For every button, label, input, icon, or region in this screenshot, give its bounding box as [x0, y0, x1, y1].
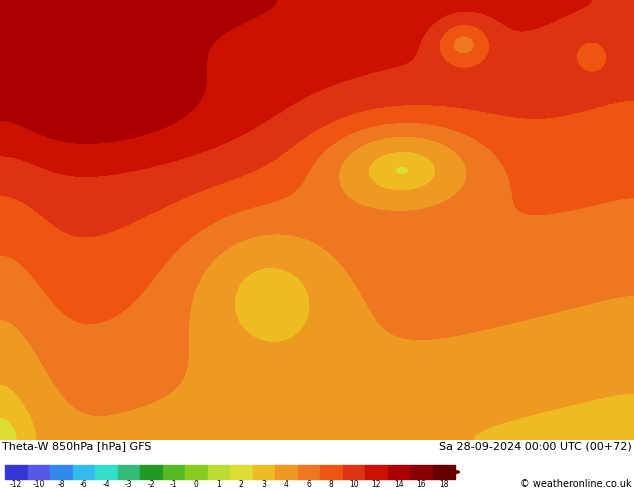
Bar: [185, 465, 207, 479]
Text: 4: 4: [284, 480, 288, 489]
Text: 12: 12: [372, 480, 381, 489]
Bar: [387, 465, 410, 479]
Text: -12: -12: [10, 480, 22, 489]
Bar: [297, 465, 320, 479]
Bar: [320, 465, 342, 479]
Text: 3: 3: [261, 480, 266, 489]
Bar: [275, 465, 297, 479]
Text: 1: 1: [216, 480, 221, 489]
Text: 16: 16: [417, 480, 426, 489]
Text: -4: -4: [103, 480, 110, 489]
Bar: [207, 465, 230, 479]
Bar: [162, 465, 185, 479]
Text: 2: 2: [239, 480, 243, 489]
Text: 10: 10: [349, 480, 359, 489]
Bar: [117, 465, 140, 479]
Text: 0: 0: [194, 480, 198, 489]
Text: 18: 18: [439, 480, 448, 489]
Text: 8: 8: [329, 480, 333, 489]
Text: -1: -1: [170, 480, 178, 489]
Bar: [5, 465, 27, 479]
Text: -3: -3: [125, 480, 133, 489]
Bar: [72, 465, 95, 479]
Text: 6: 6: [306, 480, 311, 489]
Bar: [27, 465, 50, 479]
Text: Theta-W 850hPa [hPa] GFS: Theta-W 850hPa [hPa] GFS: [2, 441, 152, 451]
Text: © weatheronline.co.uk: © weatheronline.co.uk: [521, 479, 632, 489]
Text: 14: 14: [394, 480, 404, 489]
Bar: [230, 465, 252, 479]
Bar: [95, 465, 117, 479]
Bar: [410, 465, 432, 479]
Bar: [432, 465, 455, 479]
Text: -6: -6: [80, 480, 87, 489]
Text: -2: -2: [148, 480, 155, 489]
Bar: [50, 465, 72, 479]
Text: -8: -8: [58, 480, 65, 489]
Bar: [140, 465, 162, 479]
Bar: [365, 465, 387, 479]
Text: Sa 28-09-2024 00:00 UTC (00+72): Sa 28-09-2024 00:00 UTC (00+72): [439, 441, 632, 451]
Text: -10: -10: [32, 480, 45, 489]
Bar: [342, 465, 365, 479]
Bar: [252, 465, 275, 479]
